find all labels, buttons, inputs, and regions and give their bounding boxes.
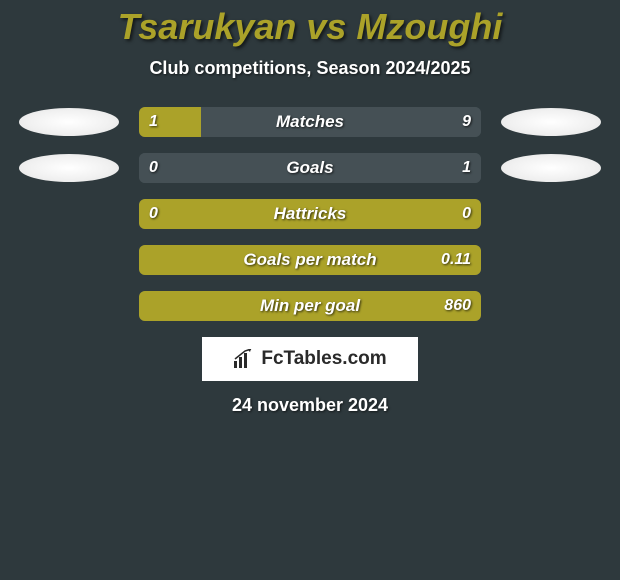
stat-value-right: 9 [462,107,471,137]
stat-bar: 0Hattricks0 [139,199,481,229]
player-badge-left [19,154,119,182]
stat-row: Goals per match0.11 [0,245,620,275]
stat-label: Hattricks [139,199,481,229]
date-label: 24 november 2024 [0,395,620,416]
stat-row: 0Goals1 [0,153,620,183]
stat-label: Min per goal [139,291,481,321]
stat-row: Min per goal860 [0,291,620,321]
stat-bar: Min per goal860 [139,291,481,321]
logo-text: FcTables.com [261,348,386,370]
stat-bar: Goals per match0.11 [139,245,481,275]
stat-value-right: 1 [462,153,471,183]
stat-row: 1Matches9 [0,107,620,137]
logo: FcTables.com [233,348,386,370]
stats-area: 1Matches90Goals10Hattricks0Goals per mat… [0,107,620,321]
page-subtitle: Club competitions, Season 2024/2025 [0,58,620,79]
page-title: Tsarukyan vs Mzoughi [0,6,620,48]
stat-value-right: 0.11 [441,245,471,275]
bar-chart-icon [233,349,255,369]
player-badge-left [19,108,119,136]
player-badge-right [501,154,601,182]
logo-box: FcTables.com [202,337,418,381]
stat-value-right: 0 [462,199,471,229]
stat-label: Goals [139,153,481,183]
player-badge-right [501,108,601,136]
stat-label: Matches [139,107,481,137]
stat-value-right: 860 [444,291,471,321]
stat-row: 0Hattricks0 [0,199,620,229]
stat-bar: 1Matches9 [139,107,481,137]
stat-bar: 0Goals1 [139,153,481,183]
comparison-infographic: Tsarukyan vs Mzoughi Club competitions, … [0,0,620,416]
stat-label: Goals per match [139,245,481,275]
